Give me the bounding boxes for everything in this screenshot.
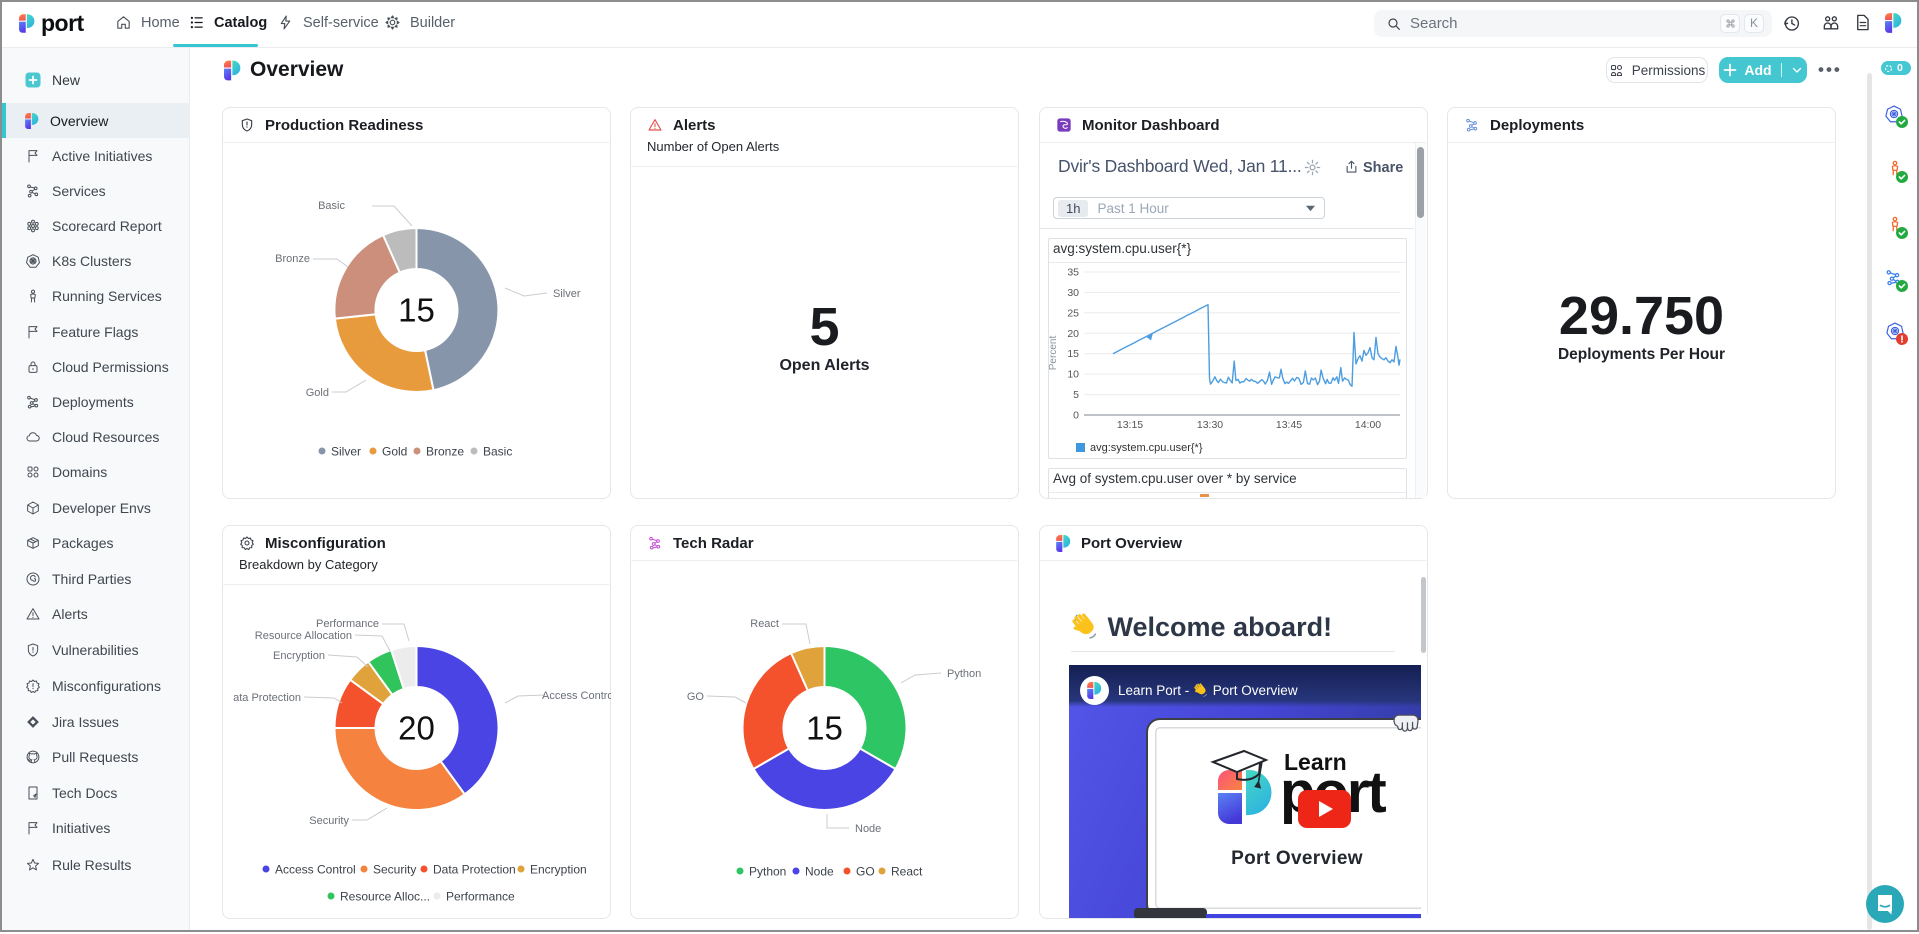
svg-text:Gold: Gold — [306, 387, 329, 399]
svg-text:Gold: Gold — [382, 445, 407, 459]
svg-text:Resource Alloc...: Resource Alloc... — [340, 890, 430, 904]
svg-text:Encryption: Encryption — [273, 650, 325, 662]
svg-text:GO: GO — [856, 865, 875, 879]
svg-text:Bronze: Bronze — [275, 253, 310, 265]
svg-text:5: 5 — [1073, 389, 1079, 401]
svg-text:14:00: 14:00 — [1355, 419, 1381, 431]
svg-text:Percent: Percent — [1048, 336, 1059, 371]
svg-text:Node: Node — [805, 865, 834, 879]
svg-text:10: 10 — [1067, 369, 1079, 381]
svg-text:35: 35 — [1067, 267, 1079, 279]
svg-text:30: 30 — [1067, 287, 1079, 299]
svg-text:GO: GO — [687, 691, 705, 703]
svg-text:Encryption: Encryption — [530, 863, 587, 877]
svg-text:Data Protection: Data Protection — [433, 863, 516, 877]
svg-text:Performance: Performance — [316, 618, 379, 630]
svg-text:Silver: Silver — [331, 445, 361, 459]
svg-text:20: 20 — [398, 710, 435, 747]
svg-text:15: 15 — [806, 710, 843, 747]
svg-text:Basic: Basic — [483, 445, 512, 459]
svg-text:Security: Security — [373, 863, 416, 877]
svg-text:Security: Security — [309, 815, 349, 827]
svg-text:13:45: 13:45 — [1276, 419, 1302, 431]
svg-text:20: 20 — [1067, 328, 1079, 340]
svg-text:Basic: Basic — [318, 200, 345, 212]
svg-text:ata Protection: ata Protection — [233, 692, 301, 704]
svg-text:Learn: Learn — [1284, 749, 1347, 775]
svg-text:Access Control: Access Control — [275, 863, 356, 877]
svg-text:13:15: 13:15 — [1117, 419, 1143, 431]
svg-text:avg:system.cpu.user{*}: avg:system.cpu.user{*} — [1090, 442, 1203, 454]
svg-text:13:30: 13:30 — [1197, 419, 1223, 431]
svg-text:15: 15 — [398, 292, 435, 329]
svg-text:Python: Python — [947, 668, 981, 680]
svg-text:Python: Python — [749, 865, 786, 879]
svg-text:15: 15 — [1067, 348, 1079, 360]
svg-text:React: React — [891, 865, 923, 879]
svg-text:Access Contro: Access Contro — [542, 690, 611, 702]
svg-text:25: 25 — [1067, 307, 1079, 319]
svg-text:React: React — [750, 618, 779, 630]
svg-text:Node: Node — [855, 823, 881, 835]
svg-text:Resource Allocation: Resource Allocation — [255, 630, 352, 642]
svg-text:Silver: Silver — [553, 288, 581, 300]
svg-text:Bronze: Bronze — [426, 445, 464, 459]
svg-text:Performance: Performance — [446, 890, 515, 904]
svg-text:0: 0 — [1073, 410, 1079, 422]
